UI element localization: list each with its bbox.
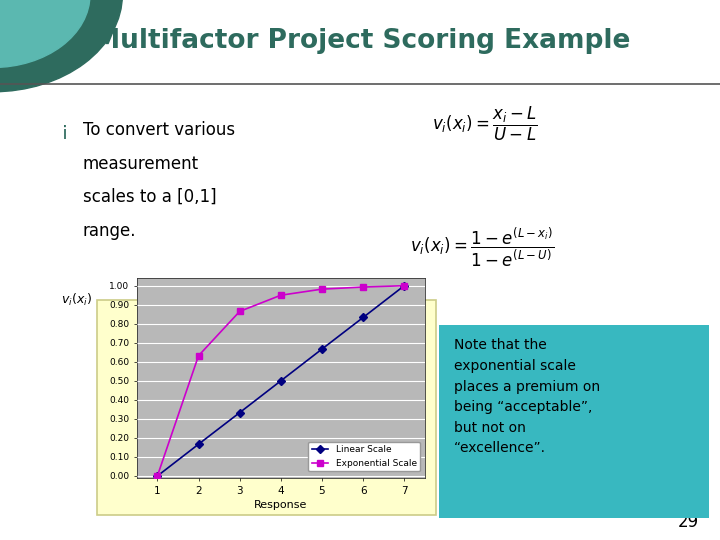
Text: To convert various: To convert various (83, 121, 235, 139)
Circle shape (0, 0, 122, 92)
Text: $v_i(x_i) = \dfrac{x_i - L}{U - L}$: $v_i(x_i) = \dfrac{x_i - L}{U - L}$ (432, 105, 538, 144)
Text: ¡: ¡ (61, 121, 69, 140)
Linear Scale (153, 472, 162, 479)
Text: $v_i(x_i) = \dfrac{1 - e^{(L-x_i)}}{1 - e^{(L-U)}}$: $v_i(x_i) = \dfrac{1 - e^{(L-x_i)}}{1 - … (410, 226, 555, 269)
Text: $v_i(x_i)$: $v_i(x_i)$ (61, 292, 92, 308)
Text: measurement: measurement (83, 154, 199, 173)
Exponential Scale (276, 292, 285, 299)
Linear Scale (359, 314, 367, 321)
Text: scales to a [0,1]: scales to a [0,1] (83, 188, 217, 206)
X-axis label: Response: Response (254, 500, 307, 510)
Linear Scale (276, 377, 285, 384)
Linear Scale (235, 409, 244, 416)
Line: Linear Scale: Linear Scale (155, 283, 407, 479)
Exponential Scale (153, 472, 162, 479)
Legend: Linear Scale, Exponential Scale: Linear Scale, Exponential Scale (308, 442, 420, 471)
Linear Scale (194, 441, 203, 448)
Exponential Scale (318, 286, 326, 292)
Exponential Scale (400, 282, 408, 289)
Text: Note that the
exponential scale
places a premium on
being “acceptable”,
but not : Note that the exponential scale places a… (454, 338, 600, 455)
Text: range.: range. (83, 222, 136, 240)
Linear Scale (318, 346, 326, 352)
Text: $x_i$: $x_i$ (439, 485, 452, 500)
Text: Multifactor Project Scoring Example: Multifactor Project Scoring Example (94, 28, 630, 55)
Line: Exponential Scale: Exponential Scale (154, 282, 408, 480)
Text: 29: 29 (678, 513, 698, 531)
Linear Scale (400, 282, 408, 289)
Exponential Scale (194, 353, 203, 359)
Circle shape (0, 0, 90, 68)
FancyBboxPatch shape (439, 325, 709, 517)
Exponential Scale (359, 284, 367, 291)
FancyBboxPatch shape (97, 300, 436, 515)
Exponential Scale (235, 308, 244, 315)
